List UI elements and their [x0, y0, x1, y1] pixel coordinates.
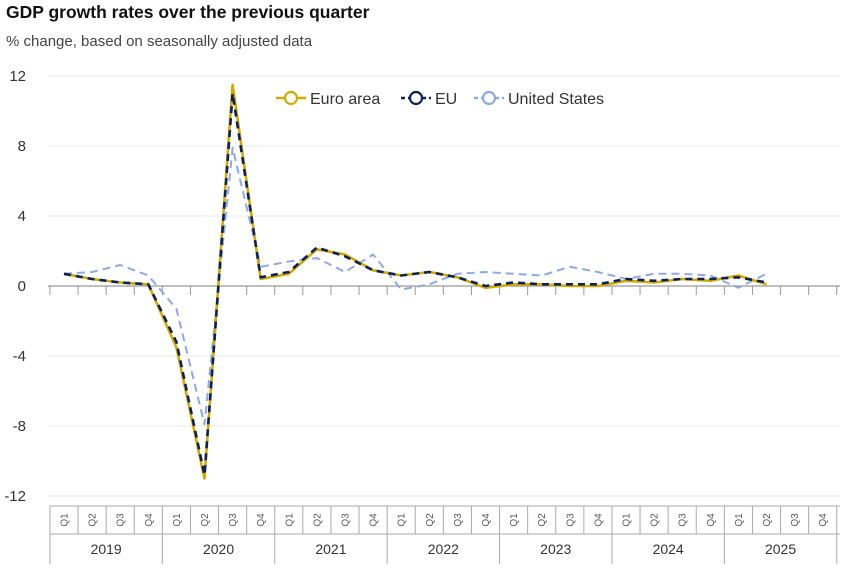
- legend-label: United States: [508, 91, 604, 108]
- quarter-label: Q2: [762, 513, 773, 527]
- y-tick-label: 0: [18, 278, 26, 295]
- quarter-label: Q3: [453, 513, 464, 527]
- quarter-label: Q3: [565, 513, 576, 527]
- quarter-label: Q1: [509, 513, 520, 527]
- year-label: 2025: [765, 541, 796, 557]
- quarter-label: Q3: [341, 513, 352, 527]
- y-tick-label: 4: [18, 208, 26, 225]
- year-label: 2020: [203, 541, 234, 557]
- series-line-eu: [63, 92, 767, 477]
- chart-subtitle: % change, based on seasonally adjusted d…: [6, 33, 313, 50]
- legend-marker: [283, 90, 299, 106]
- quarter-label: Q4: [593, 513, 604, 527]
- series-lines: [63, 83, 767, 480]
- quarter-label: Q2: [200, 513, 211, 527]
- quarter-year-axis: Q1 Q2 Q3 Q4 2019 Q1 Q2 Q3 Q4 2020 Q1 Q2 Q3 Q4 2021 Q1 Q2…: [49, 505, 840, 564]
- legend-marker: [481, 90, 497, 106]
- y-tick-label: 8: [18, 138, 26, 155]
- y-tick-label: 12: [9, 68, 26, 85]
- y-tick-label: -8: [13, 418, 26, 435]
- legend-item-eu[interactable]: EU: [401, 90, 457, 108]
- year-label: 2024: [653, 541, 684, 557]
- quarter-label: Q4: [256, 513, 267, 527]
- year-label: 2019: [91, 541, 122, 557]
- quarter-label: Q4: [818, 513, 829, 527]
- legend[interactable]: Euro area EU United States: [276, 90, 604, 108]
- quarter-label: Q1: [60, 513, 71, 527]
- quarter-label: Q2: [312, 513, 323, 527]
- chart-title: GDP growth rates over the previous quart…: [6, 2, 370, 22]
- quarter-label: Q3: [678, 513, 689, 527]
- x-axis: [48, 285, 840, 295]
- series-line-united-states: [63, 146, 767, 426]
- quarter-label: Q1: [172, 513, 183, 527]
- quarter-label: Q3: [790, 513, 801, 527]
- quarter-label: Q3: [116, 513, 127, 527]
- legend-label: Euro area: [310, 91, 380, 108]
- legend-item-euro-area[interactable]: Euro area: [276, 90, 380, 108]
- quarter-label: Q1: [734, 513, 745, 527]
- year-label: 2023: [540, 541, 571, 557]
- legend-marker: [408, 90, 424, 106]
- gridlines: [48, 75, 840, 497]
- quarter-label: Q2: [650, 513, 661, 527]
- quarter-label: Q1: [622, 513, 633, 527]
- y-axis-ticks: 12 8 4 0 -4 -8 -12: [4, 68, 26, 505]
- y-tick-label: -4: [13, 348, 26, 365]
- legend-label: EU: [435, 91, 457, 108]
- y-tick-label: -12: [4, 488, 26, 505]
- legend-item-united-states[interactable]: United States: [474, 90, 604, 108]
- quarter-label: Q2: [425, 513, 436, 527]
- year-label: 2021: [315, 541, 346, 557]
- quarter-label: Q4: [706, 513, 717, 527]
- quarter-label: Q2: [88, 513, 99, 527]
- quarter-label: Q3: [228, 513, 239, 527]
- quarter-label: Q1: [284, 513, 295, 527]
- series-line-euro-area: [63, 83, 767, 480]
- quarter-label: Q4: [481, 513, 492, 527]
- quarter-label: Q1: [397, 513, 408, 527]
- quarter-label: Q4: [144, 513, 155, 527]
- quarter-label: Q4: [369, 513, 380, 527]
- quarter-label: Q2: [537, 513, 548, 527]
- year-label: 2022: [428, 541, 459, 557]
